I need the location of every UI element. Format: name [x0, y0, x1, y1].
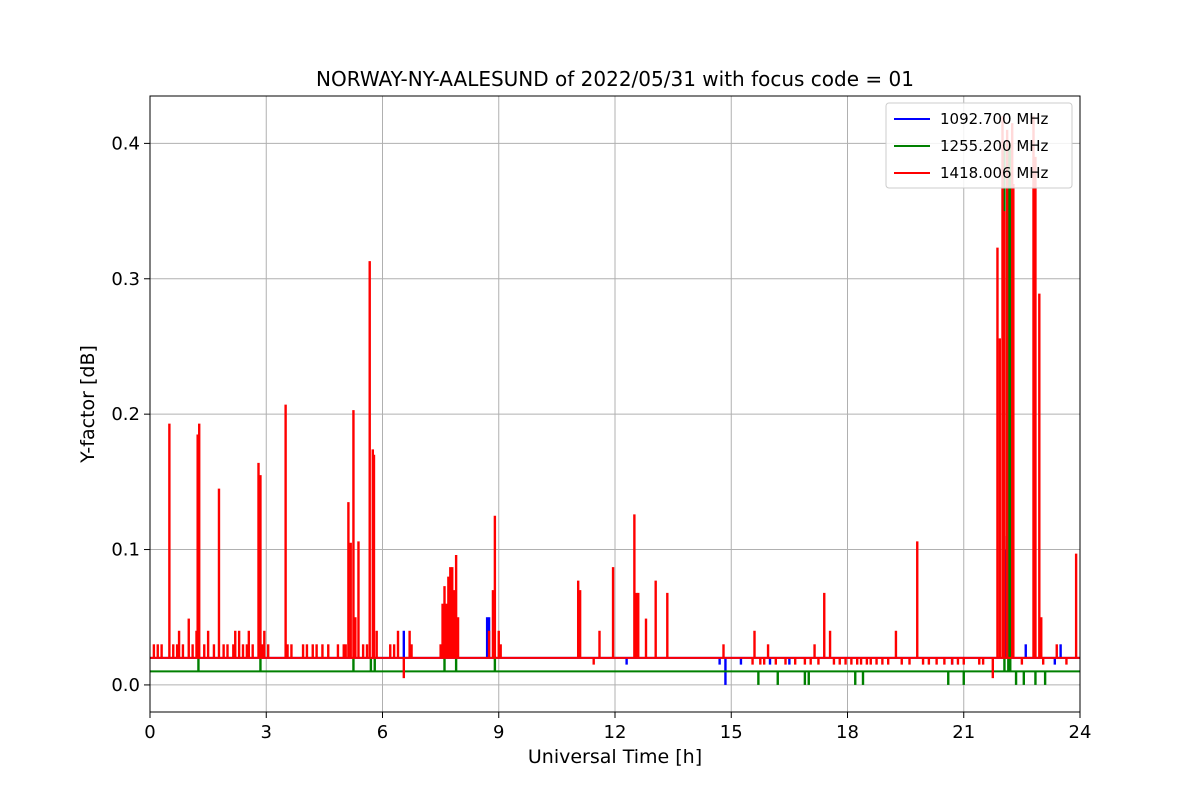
x-tick-label: 9: [493, 722, 504, 743]
x-tick-label: 3: [261, 722, 272, 743]
x-axis-label: Universal Time [h]: [528, 746, 702, 768]
x-tick-label: 24: [1069, 722, 1092, 743]
x-tick-label: 6: [377, 722, 388, 743]
y-axis-label: Y-factor [dB]: [77, 345, 99, 464]
legend-item: 1418.006 MHz: [894, 164, 1049, 182]
y-tick-label: 0.0: [111, 675, 140, 696]
y-tick-label: 0.3: [111, 269, 140, 290]
legend-box: [885, 102, 1073, 189]
x-tick-label: 0: [144, 722, 155, 743]
chart-title: NORWAY-NY-AALESUND of 2022/05/31 with fo…: [316, 67, 914, 91]
y-tick-label: 0.1: [111, 540, 140, 561]
x-tick-label: 18: [836, 722, 859, 743]
legend-label: 1092.700 MHz: [940, 110, 1049, 128]
legend-label: 1255.200 MHz: [940, 137, 1049, 155]
x-tick-label: 21: [952, 722, 975, 743]
x-tick-label: 12: [604, 722, 627, 743]
y-tick-label: 0.4: [111, 133, 140, 154]
legend-item: 1092.700 MHz: [894, 110, 1049, 128]
legend-item: 1255.200 MHz: [894, 137, 1049, 155]
series-2: [150, 116, 1080, 679]
axes: 0 3 6 9 12 15 18 21 24 0.0 0.1 0.2 0.3 0.4: [111, 133, 1091, 743]
x-tick-label: 15: [720, 722, 743, 743]
legend: 1092.700 MHz 1255.200 MHz 1418.006 MHz: [885, 102, 1073, 189]
y-tick-label: 0.2: [111, 404, 140, 425]
plot-lines: [150, 116, 1080, 685]
legend-label: 1418.006 MHz: [940, 164, 1049, 182]
